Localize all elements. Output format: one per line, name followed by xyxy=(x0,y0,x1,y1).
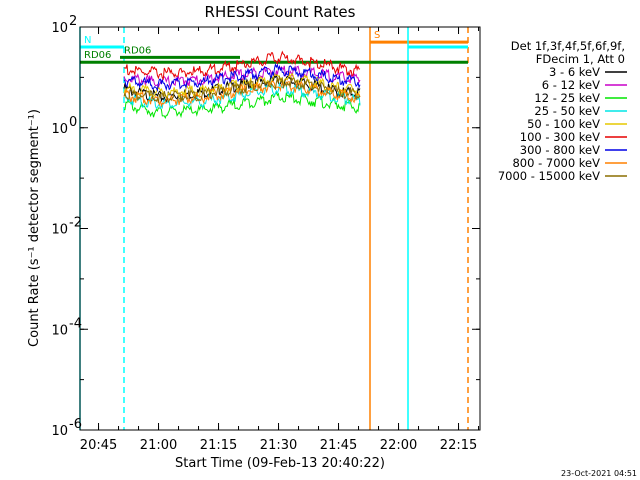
series-line xyxy=(123,71,361,100)
y-tick-label: 10 xyxy=(51,424,68,439)
y-tick-exponent: -4 xyxy=(69,316,82,331)
series-line xyxy=(123,81,361,110)
x-tick-label: 21:30 xyxy=(260,438,297,453)
flag-label: S xyxy=(374,30,380,41)
legend-header: Det 1f,3f,4f,5f,6f,9f, xyxy=(511,39,625,53)
y-tick-exponent: 0 xyxy=(69,115,77,130)
flag-label: RD06 xyxy=(84,50,111,61)
y-tick-exponent: -6 xyxy=(69,417,82,432)
x-axis-label: Start Time (09-Feb-13 20:40:22) xyxy=(175,456,385,471)
x-tick-label: 21:15 xyxy=(200,438,237,453)
series-line xyxy=(124,91,361,119)
legend-header: FDecim 1, Att 0 xyxy=(536,52,625,66)
date-stamp: 23-Oct-2021 04:51 xyxy=(561,469,637,478)
legend: Det 1f,3f,4f,5f,6f,9f,FDecim 1, Att 03 -… xyxy=(498,39,627,183)
series-line xyxy=(123,75,361,104)
y-tick-exponent: 2 xyxy=(69,14,77,29)
x-tick-label: 20:45 xyxy=(80,438,117,453)
legend-entry-label: 6 - 12 keV xyxy=(542,78,600,92)
y-tick-label: 10 xyxy=(51,223,68,238)
x-tick-label: 22:00 xyxy=(380,438,417,453)
legend-entry-label: 50 - 100 keV xyxy=(527,117,600,131)
chart-title: RHESSI Count Rates xyxy=(205,3,356,21)
legend-entry-label: 12 - 25 keV xyxy=(534,91,600,105)
y-axis-label: Count Rate (s⁻¹ detector segment⁻¹) xyxy=(27,109,42,347)
series-line xyxy=(123,62,361,92)
y-tick-label: 10 xyxy=(51,323,68,338)
y-tick-label: 10 xyxy=(51,21,68,36)
y-tick-label: 10 xyxy=(51,122,68,137)
plot-area: N S RD06 RD06 xyxy=(79,27,469,430)
x-tick-label: 21:45 xyxy=(320,438,357,453)
flag-label: RD06 xyxy=(124,45,151,56)
x-tick-label: 22:15 xyxy=(440,438,477,453)
legend-entry-label: 300 - 800 keV xyxy=(520,143,600,157)
legend-entry-label: 3 - 6 keV xyxy=(549,65,600,79)
legend-entry-label: 100 - 300 keV xyxy=(520,130,600,144)
x-tick-label: 21:00 xyxy=(140,438,177,453)
legend-entry-label: 25 - 50 keV xyxy=(534,104,600,118)
series-line xyxy=(123,50,361,81)
series-line xyxy=(123,80,361,108)
legend-entry-label: 800 - 7000 keV xyxy=(512,156,600,170)
legend-entry-label: 7000 - 15000 keV xyxy=(498,169,600,183)
y-tick-exponent: -2 xyxy=(69,216,82,231)
x-axis: 20:45 21:00 21:15 21:30 21:45 22:00 22:15 xyxy=(80,27,480,453)
flag-label: N xyxy=(84,35,91,46)
